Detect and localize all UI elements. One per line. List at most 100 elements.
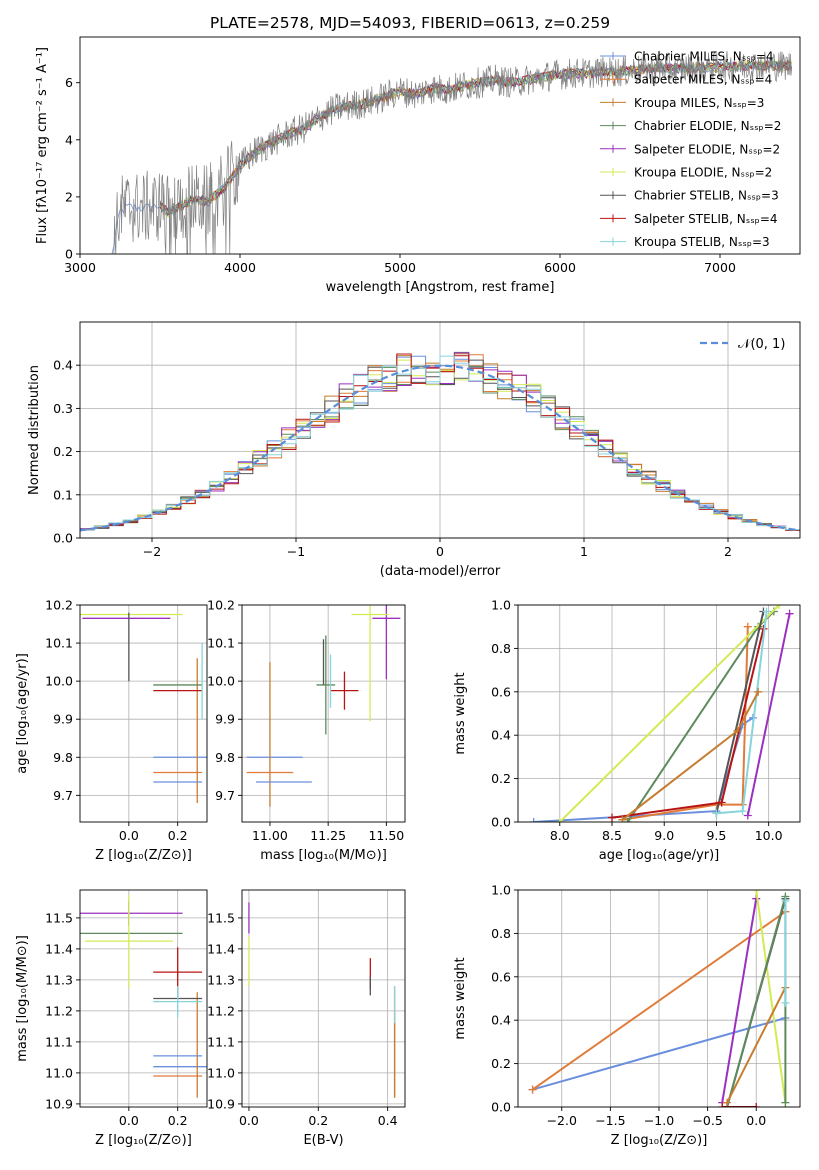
axes-frame <box>517 604 801 823</box>
y-axis-label: mass weight <box>453 957 468 1039</box>
errorbars <box>248 902 396 1098</box>
x-axis-label: wavelength [Angstrom, rest frame] <box>326 280 555 295</box>
data-point <box>351 605 389 722</box>
series-line <box>532 1017 786 1091</box>
x-tick-label: 4000 <box>224 260 256 275</box>
x-tick-label: 3000 <box>64 260 96 275</box>
y-axis-label: Flux [fλ10⁻¹⁷ erg cm⁻² s⁻¹ A⁻¹] <box>35 47 50 244</box>
y-tick-label: 0.2 <box>491 771 511 786</box>
y-tick-label: 10.0 <box>45 674 73 689</box>
series-marker <box>555 818 564 822</box>
y-tick-label: 0.0 <box>491 815 511 830</box>
data-point <box>372 605 401 680</box>
series-marker <box>618 815 627 822</box>
y-tick-label: 0.4 <box>491 728 511 743</box>
axes-frame <box>79 604 208 823</box>
y-tick-label: 11.3 <box>45 972 73 987</box>
series-marker <box>718 1103 727 1107</box>
x-axis-label: Z [log₁₀(Z/Z⊙)] <box>611 1133 708 1148</box>
y-tick-label: 2 <box>65 189 73 204</box>
grid <box>80 604 207 822</box>
axes-frame <box>79 321 801 539</box>
y-axis-label: mass weight <box>453 672 468 754</box>
legend-entry: Chabrier ELODIE, Nₛₛₚ=2 <box>634 119 781 133</box>
x-tick-label: 0 <box>436 544 444 559</box>
y-tick-label: 10.2 <box>45 598 73 613</box>
x-tick-label: −2 <box>143 544 161 559</box>
x-tick-label: 0.2 <box>168 1113 188 1128</box>
panel-mass-vs-EBV: 0.0 0.2 0.4 10.9 11.0 11.1 11.2 11.3 11.4 11.5 E(B… <box>207 889 406 1148</box>
series-marker <box>743 811 752 820</box>
x-axis-label: E(B-V) <box>303 1133 343 1148</box>
legend-entry: Salpeter MILES, Nₛₛₚ=4 <box>634 73 772 87</box>
series-marker <box>752 1103 761 1107</box>
legend-entry: 𝒩(0, 1) <box>738 337 785 352</box>
y-tick-label: 0 <box>65 247 73 262</box>
y-tick-label: 0.4 <box>53 358 73 373</box>
series-marker <box>712 809 721 818</box>
y-tick-label: 0.6 <box>491 969 511 984</box>
y-tick-label: 10.1 <box>45 636 73 651</box>
data-point <box>84 894 173 988</box>
y-tick-label: 1.0 <box>491 598 511 613</box>
y-tick-label: 10.9 <box>207 1096 235 1111</box>
legend-entry: Salpeter STELIB, Nₛₛₚ=4 <box>634 212 778 226</box>
spectrum-lines <box>111 50 793 254</box>
y-tick-label: 0.8 <box>491 926 511 941</box>
y-tick-label: 0.1 <box>53 487 73 502</box>
y-tick-label: 0.6 <box>491 684 511 699</box>
series-marker <box>738 807 747 816</box>
x-tick-label: 2 <box>724 544 732 559</box>
x-tick-label: −1.5 <box>595 1113 625 1128</box>
axes-frame <box>79 889 208 1108</box>
series-marker <box>733 726 742 735</box>
y-axis-label: mass [log₁₀(M/M⊙)] <box>15 935 30 1062</box>
x-tick-label: 0.4 <box>378 1113 398 1128</box>
series-marker <box>529 818 538 822</box>
y-tick-label: 10.9 <box>45 1096 73 1111</box>
x-tick-label: −1 <box>287 544 305 559</box>
histogram-step <box>80 355 800 532</box>
y-tick-label: 0.2 <box>53 444 73 459</box>
y-tick-label: 0.0 <box>491 1100 511 1115</box>
y-tick-label: 0.0 <box>53 531 73 546</box>
x-tick-label: 0.2 <box>168 828 188 843</box>
y-tick-label: 6 <box>65 75 73 90</box>
y-tick-label: 11.0 <box>207 1065 235 1080</box>
legend-entry: Chabrier MILES, Nₛₛₚ=4 <box>634 50 774 64</box>
panel-mass-weight-vs-Z: −2.0 −1.5 −1.0 −0.5 0.0 0.0 0.2 0.4 0.6 0.8 1.0 Z [… <box>453 883 801 1148</box>
x-tick-label: 5000 <box>384 260 416 275</box>
y-tick-label: 11.5 <box>45 910 73 925</box>
y-axis-label: age [log₁₀(age/yr)] <box>15 653 30 774</box>
y-tick-label: 1.0 <box>491 883 511 898</box>
x-tick-label: 9.0 <box>654 828 674 843</box>
x-tick-label: 7000 <box>704 260 736 275</box>
series-marker <box>762 607 771 616</box>
series-marker <box>781 896 790 905</box>
y-tick-label: 0.4 <box>491 1013 511 1028</box>
errorbars <box>246 605 401 807</box>
chart-title: PLATE=2578, MJD=54093, FIBERID=0613, z=0… <box>210 14 610 32</box>
y-tick-label: 9.7 <box>53 788 73 803</box>
series-line <box>746 613 791 816</box>
normal-curve <box>80 364 800 532</box>
x-tick-label: 11.00 <box>252 828 288 843</box>
series-line <box>715 611 765 814</box>
series-line <box>626 610 775 822</box>
data-point <box>316 635 336 735</box>
y-tick-label: 11.2 <box>45 1003 73 1018</box>
grid <box>242 604 405 822</box>
x-axis-label: (data-model)/error <box>380 564 501 579</box>
x-tick-label: −1.0 <box>644 1113 674 1128</box>
data-point <box>153 986 203 1018</box>
grid <box>242 890 405 1107</box>
y-tick-label: 0.8 <box>491 641 511 656</box>
series-marker <box>723 1098 732 1107</box>
y-tick-label: 0.3 <box>53 401 73 416</box>
series <box>529 605 794 822</box>
series-marker <box>754 687 763 696</box>
series-line <box>532 910 786 1091</box>
panel-age-vs-mass: 11.00 11.25 11.50 9.7 9.8 9.9 10.0 10.1 10.2 mass… <box>207 598 406 863</box>
series-line <box>559 605 780 822</box>
